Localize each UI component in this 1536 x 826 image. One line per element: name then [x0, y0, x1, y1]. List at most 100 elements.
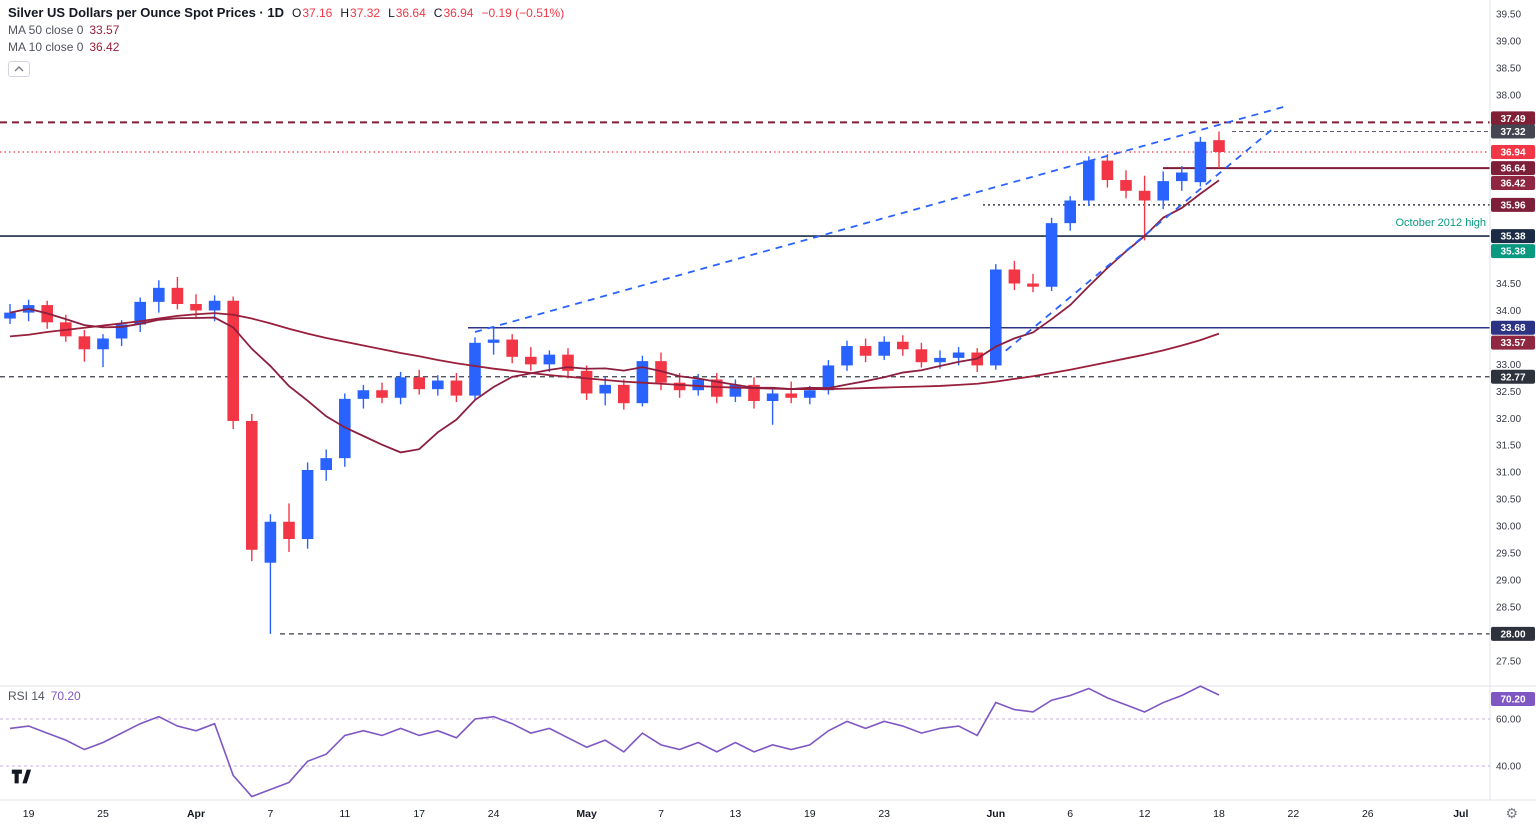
candle-body — [450, 380, 463, 396]
candle-body — [785, 393, 797, 398]
price-tick: 32.50 — [1496, 387, 1521, 398]
legend-collapse-button[interactable] — [8, 61, 30, 77]
october-2012-high-label: October 2012 high — [1395, 217, 1486, 229]
price-badge — [1491, 176, 1535, 191]
price-badge — [1491, 320, 1535, 335]
ma50-legend[interactable]: MA 50 close 0 33.57 — [8, 23, 564, 37]
ma50-label: MA 50 close 0 — [8, 23, 84, 37]
candlestick-series — [4, 131, 1225, 634]
rsi-legend[interactable]: RSI 14 70.20 — [8, 689, 81, 703]
candle-body — [320, 458, 332, 471]
candle-body — [227, 300, 239, 421]
ma10-line[interactable] — [9, 179, 1220, 454]
price-tick: 38.00 — [1496, 90, 1521, 101]
candle-body — [1194, 141, 1207, 183]
price-badge-value: 28.00 — [1500, 629, 1525, 640]
price-tick: 34.50 — [1496, 279, 1521, 290]
candle-body — [1027, 283, 1039, 287]
price-axis[interactable]: 39.50 39.00 38.50 38.00 34.50 34.00 33.00 32.50… — [1491, 10, 1535, 668]
symbol-title[interactable]: Silver US Dollars per Ounce Spot Prices … — [8, 5, 284, 20]
chart-legend: Silver US Dollars per Ounce Spot Prices … — [8, 5, 564, 77]
candle-body — [599, 384, 611, 394]
time-tick: 24 — [488, 808, 500, 820]
candle-body — [952, 352, 965, 358]
time-tick: May — [576, 808, 597, 820]
price-badge — [1491, 229, 1535, 244]
rsi-line[interactable] — [9, 685, 1220, 798]
ma50-value: 33.57 — [89, 23, 120, 37]
tradingview-logo[interactable] — [10, 766, 32, 793]
candle-body — [264, 521, 277, 563]
price-tick: 29.00 — [1496, 575, 1521, 586]
time-tick: 22 — [1288, 808, 1300, 820]
candle-body — [506, 339, 518, 357]
candle-body — [841, 346, 853, 366]
candle-body — [1083, 160, 1095, 201]
price-badge-value: 37.49 — [1500, 114, 1525, 125]
candle-body — [1157, 181, 1169, 201]
candle-body — [859, 346, 872, 356]
candle-body — [1064, 200, 1076, 224]
candle-body — [301, 470, 314, 539]
ma50-line[interactable] — [9, 312, 1220, 391]
candle-body — [729, 384, 742, 397]
rsi-tick: 60.00 — [1496, 715, 1521, 726]
chevron-up-icon — [14, 66, 24, 72]
price-badge-value: 36.42 — [1500, 179, 1525, 190]
time-tick: 11 — [339, 808, 350, 820]
candle-body — [246, 420, 258, 550]
open-value: O 37.16 — [291, 6, 333, 20]
candle-body — [1176, 172, 1188, 182]
price-tick: 33.00 — [1496, 360, 1521, 371]
close-value: C 36.94 — [433, 6, 474, 20]
candle-body — [432, 380, 444, 390]
candle-body — [487, 339, 500, 343]
price-badge — [1491, 369, 1535, 384]
candle-body — [78, 336, 91, 350]
time-tick: 7 — [267, 808, 273, 820]
candle-body — [562, 354, 574, 371]
price-badge — [1491, 626, 1535, 641]
candle-body — [394, 377, 407, 398]
price-badge — [1491, 161, 1535, 176]
high-value: H 37.32 — [340, 6, 381, 20]
price-badge — [1491, 244, 1535, 259]
low-value: L 36.64 — [388, 6, 426, 20]
candle-body — [990, 269, 1002, 366]
price-tick: 30.50 — [1496, 495, 1521, 506]
candle-body — [878, 341, 890, 356]
settings-gear-icon[interactable]: ⚙ — [1505, 805, 1518, 821]
price-badge-value: 33.68 — [1500, 323, 1525, 334]
price-tick: 34.00 — [1496, 306, 1521, 317]
candle-body — [171, 287, 184, 304]
candle-body — [1101, 160, 1114, 181]
trendline-2[interactable] — [995, 126, 1276, 360]
candle-body — [822, 365, 835, 391]
time-tick: 17 — [413, 808, 425, 820]
time-tick: 19 — [804, 808, 816, 820]
time-axis[interactable]: 19 25 Apr 7 11 17 24 May 7 13 19 23 Jun 6 12 18 22 26 Jul — [23, 808, 1469, 820]
time-tick: 23 — [878, 808, 890, 820]
candle-body — [543, 354, 556, 365]
change-value: −0.19 (−0.51%) — [481, 6, 565, 20]
rsi-pane[interactable]: 60.00 40.00 70.20 — [0, 685, 1535, 798]
ma10-legend[interactable]: MA 10 close 0 36.42 — [8, 40, 564, 54]
candle-body — [1045, 223, 1058, 287]
ma10-value: 36.42 — [89, 40, 120, 54]
price-badge-value: 36.94 — [1500, 147, 1525, 158]
candle-body — [357, 390, 370, 399]
price-badge-value: 37.32 — [1500, 127, 1525, 138]
candle-body — [525, 356, 537, 365]
price-badge-value: 35.38 — [1500, 232, 1525, 243]
candle-body — [208, 300, 221, 311]
candle-body — [766, 393, 779, 402]
candle-body — [190, 303, 202, 311]
candle-body — [4, 312, 16, 319]
candle-body — [673, 382, 686, 391]
trendline-1[interactable] — [474, 105, 1285, 333]
time-tick: 25 — [97, 808, 109, 820]
rsi-badge-value: 70.20 — [1500, 695, 1525, 706]
symbol-row[interactable]: Silver US Dollars per Ounce Spot Prices … — [8, 5, 564, 20]
time-tick: 12 — [1139, 808, 1151, 820]
